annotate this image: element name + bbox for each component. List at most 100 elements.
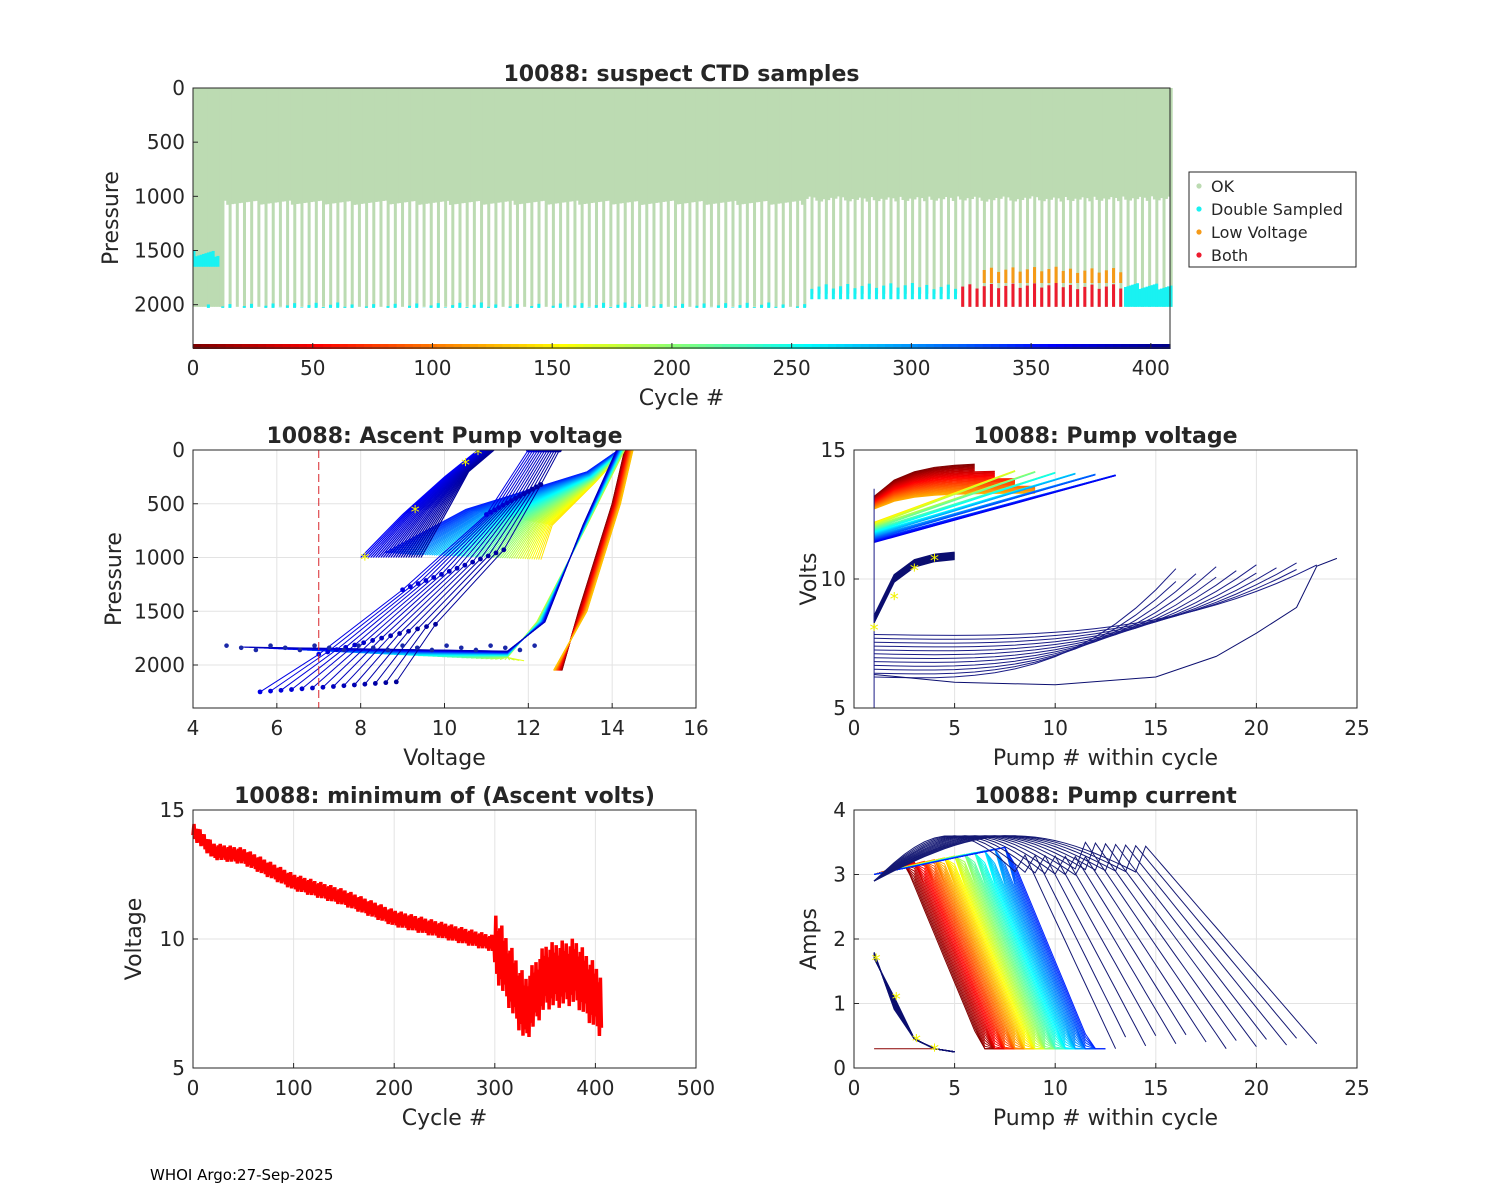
- flag-bar: [601, 302, 605, 308]
- ok-bar: [367, 88, 371, 203]
- pump-voltage-line: [874, 564, 1257, 656]
- colorbar-segment: [966, 344, 976, 349]
- ok-bar: [882, 88, 886, 294]
- flag-bar: [1061, 287, 1065, 307]
- ok-bar: [676, 88, 680, 205]
- y-axis-label: Pressure: [102, 532, 127, 626]
- colorbar-segment: [494, 344, 503, 349]
- ok-bar: [1061, 88, 1065, 307]
- flag-bar: [408, 305, 412, 308]
- flag-bar: [216, 255, 220, 267]
- flag-bar: [1155, 283, 1159, 307]
- flag-bar: [271, 303, 275, 308]
- flag-bar: [465, 307, 469, 308]
- ok-bar: [544, 88, 548, 307]
- ascent-marker: [444, 643, 449, 648]
- pump-voltage-line: [873, 475, 1116, 543]
- y-tick-label: 3: [833, 863, 846, 887]
- pump-voltage-line: [873, 551, 955, 616]
- x-axis-label: Voltage: [403, 746, 486, 771]
- colorbar-segment: [648, 344, 658, 349]
- ok-bar: [1066, 88, 1070, 201]
- ok-bar: [652, 88, 656, 307]
- ok-bar: [295, 88, 299, 205]
- flag-bar: [206, 252, 210, 267]
- ok-bar: [930, 88, 934, 200]
- ascent-marker: [525, 489, 531, 494]
- ok-bar: [470, 88, 474, 202]
- ok-bar: [1049, 88, 1053, 200]
- ok-bar: [791, 88, 795, 202]
- flag-bar: [199, 254, 203, 267]
- x-tick-label: 350: [1012, 356, 1050, 380]
- ok-bar: [729, 88, 733, 202]
- colorbar-segment: [795, 344, 805, 349]
- ascent-marker: [238, 645, 244, 651]
- ok-bar: [468, 88, 472, 203]
- ok-bar: [372, 88, 376, 307]
- ascent-marker: [407, 584, 413, 590]
- flag-bar: [1076, 289, 1080, 307]
- ascent-marker: [268, 688, 273, 694]
- ok-bar: [753, 88, 757, 307]
- flag-bar: [209, 251, 213, 267]
- x-tick-label: 10: [432, 716, 457, 740]
- flag-bar: [1090, 268, 1094, 283]
- y-tick-label: 5: [172, 1056, 185, 1080]
- ok-bar: [494, 88, 498, 307]
- colorbar-segment: [445, 344, 455, 349]
- flag-bar: [1128, 285, 1132, 307]
- colorbar-segment: [762, 344, 772, 349]
- chart-title: 10088: minimum of (Ascent volts): [234, 784, 655, 809]
- ok-bar: [743, 88, 747, 204]
- ok-bar: [685, 88, 689, 204]
- ok-bar: [896, 88, 900, 294]
- pump-voltage-line: [874, 576, 1217, 663]
- colorbar-segment: [779, 344, 788, 349]
- x-tick-label: 5: [948, 716, 961, 740]
- ok-bar: [1014, 88, 1018, 202]
- flag-segment: [192, 250, 220, 267]
- colorbar-segment: [714, 344, 723, 349]
- ok-bar: [508, 88, 512, 307]
- ok-bar: [844, 88, 848, 201]
- colorbar-segment: [738, 344, 748, 349]
- ok-bar: [1162, 88, 1166, 307]
- ok-bar: [326, 88, 330, 205]
- colorbar-segment: [1039, 344, 1049, 349]
- colorbar-segment: [526, 344, 536, 349]
- ok-bar: [312, 88, 316, 202]
- ok-bar: [410, 88, 414, 202]
- colorbar-segment: [909, 344, 919, 349]
- ok-bar: [594, 88, 598, 307]
- ok-bar: [1131, 88, 1135, 199]
- x-axis-label: Pump # within cycle: [993, 746, 1218, 771]
- flag-bar: [803, 304, 807, 308]
- colorbar-segment: [339, 344, 349, 349]
- ok-bar: [329, 88, 333, 307]
- flag-bar: [508, 306, 512, 308]
- colorbar-segment: [518, 344, 528, 349]
- start-marker: *: [461, 455, 470, 476]
- ok-bar: [563, 88, 567, 203]
- ascent-marker: [297, 647, 303, 653]
- ok-bar: [436, 88, 440, 307]
- ascent-marker: [488, 643, 493, 648]
- flag-bar: [681, 303, 684, 308]
- x-tick-label: 20: [1244, 716, 1269, 740]
- ok-bar: [1148, 88, 1152, 307]
- ok-bar: [973, 88, 977, 197]
- colorbar-segment: [1088, 344, 1098, 349]
- ok-bar: [499, 88, 503, 203]
- pump-current-line: [873, 835, 1157, 1037]
- ok-bar: [568, 88, 572, 202]
- pump-voltage-line: [873, 474, 1096, 540]
- pump-voltage-line: [874, 564, 1318, 636]
- flag-bar: [673, 306, 677, 308]
- ok-bar: [1100, 88, 1104, 201]
- ok-bar: [331, 88, 335, 204]
- flag-bar: [982, 286, 986, 307]
- ok-bar: [621, 88, 625, 204]
- flag-bar: [1126, 286, 1130, 307]
- x-tick-label: 14: [599, 716, 624, 740]
